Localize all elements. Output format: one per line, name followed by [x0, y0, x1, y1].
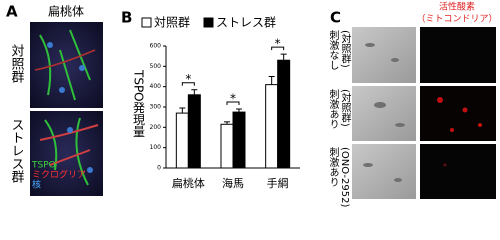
row-label: (ONO-2952) — [339, 147, 350, 207]
y-axis-label: TSPO発現量 — [132, 69, 146, 138]
y-tick-label: 400 — [150, 83, 162, 90]
row-label: 刺激あり — [327, 147, 339, 187]
row-label: (対照群) — [339, 30, 351, 68]
legend-swatch — [141, 17, 152, 28]
legend-label: 対照群 — [154, 16, 190, 30]
stain-legend: 核 — [32, 179, 41, 191]
significance: * — [230, 92, 236, 106]
y-tick-label: 600 — [150, 43, 162, 50]
panel-label: A — [6, 3, 18, 21]
panel-title: 活性酸素 — [439, 1, 475, 13]
legend-label: ストレス群 — [216, 16, 276, 30]
bar — [232, 111, 246, 169]
micrograph — [30, 111, 103, 196]
bar — [175, 112, 189, 169]
significance-bracket — [181, 82, 195, 86]
x-tick-label: 海馬 — [222, 176, 244, 190]
y-tick-label: 300 — [150, 104, 162, 111]
significance: * — [185, 72, 191, 86]
bar — [265, 84, 279, 169]
stain-legend: ミクログリア — [32, 169, 86, 181]
y-tick-label: 200 — [150, 124, 162, 131]
row-label: ストレス群 — [9, 118, 25, 183]
row-label: 対照群 — [9, 44, 25, 83]
y-tick-label: 500 — [150, 63, 162, 70]
significance: * — [275, 37, 281, 51]
panel-title: 扁桃体 — [48, 4, 84, 19]
bar — [220, 123, 234, 169]
x-tick-label: 手綱 — [267, 176, 289, 190]
micrograph — [30, 22, 103, 108]
row-label: 刺激なし — [327, 30, 339, 70]
x-tick-label: 扁桃体 — [172, 176, 205, 190]
panel-label: B — [121, 9, 132, 27]
stain-legend: TSPO — [31, 161, 56, 171]
y-tick-label: 100 — [150, 144, 162, 151]
significance-bracket — [226, 101, 240, 106]
cell-images — [352, 27, 496, 199]
bar — [277, 59, 291, 169]
row-label: 刺激あり — [327, 89, 339, 129]
row-label: (対照群) — [339, 89, 351, 127]
panel-label: C — [330, 9, 341, 27]
significance-bracket — [271, 46, 285, 51]
y-tick-label: 0 — [157, 165, 161, 172]
legend-swatch — [203, 17, 214, 28]
panel-title: （ミトコンドリア） — [416, 14, 497, 25]
bar — [187, 94, 201, 169]
